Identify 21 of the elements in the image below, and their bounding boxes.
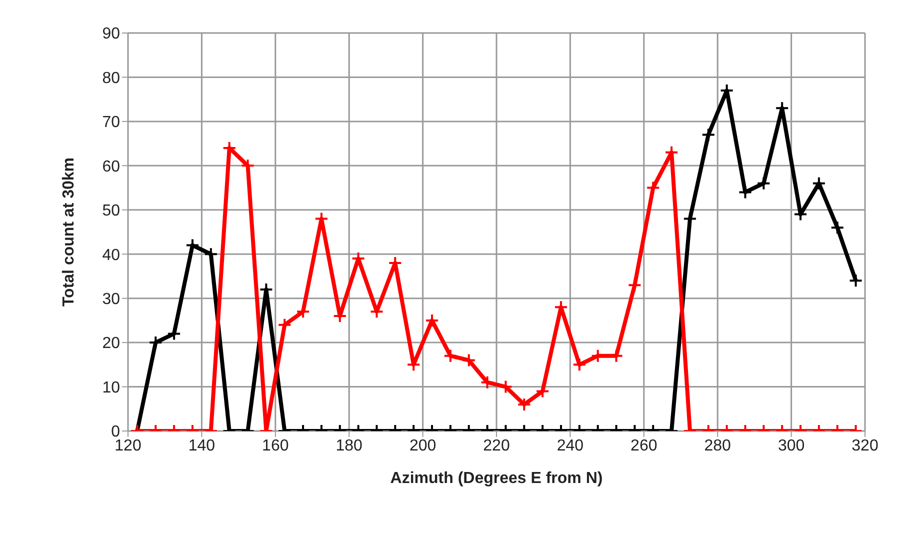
x-tick-label: 320 [852, 437, 878, 454]
x-tick-label: 280 [704, 437, 732, 454]
y-tick-label: 70 [102, 114, 120, 132]
y-axis-title: Total count at 30km [60, 157, 78, 307]
x-tick-label: 160 [262, 437, 289, 454]
y-tick-label: 90 [102, 26, 120, 43]
y-tick-label: 80 [102, 70, 120, 87]
y-tick-label: 60 [102, 158, 120, 176]
x-tick-label: 260 [630, 437, 658, 454]
x-tick-label: 240 [556, 437, 584, 454]
y-tick-label: 50 [102, 202, 120, 220]
x-tick-label: 140 [188, 437, 216, 454]
x-tick-label: 220 [483, 437, 510, 454]
y-tick-label: 30 [102, 291, 120, 308]
x-tick-label: 300 [778, 437, 805, 454]
x-tick-label: 200 [409, 437, 436, 454]
y-tick-label: 40 [102, 246, 120, 264]
x-tick-label: 180 [336, 437, 363, 454]
y-tick-label: 10 [102, 379, 120, 396]
x-axis-title: Azimuth (Degrees E from N) [390, 470, 603, 487]
y-tick-label: 20 [102, 335, 120, 352]
